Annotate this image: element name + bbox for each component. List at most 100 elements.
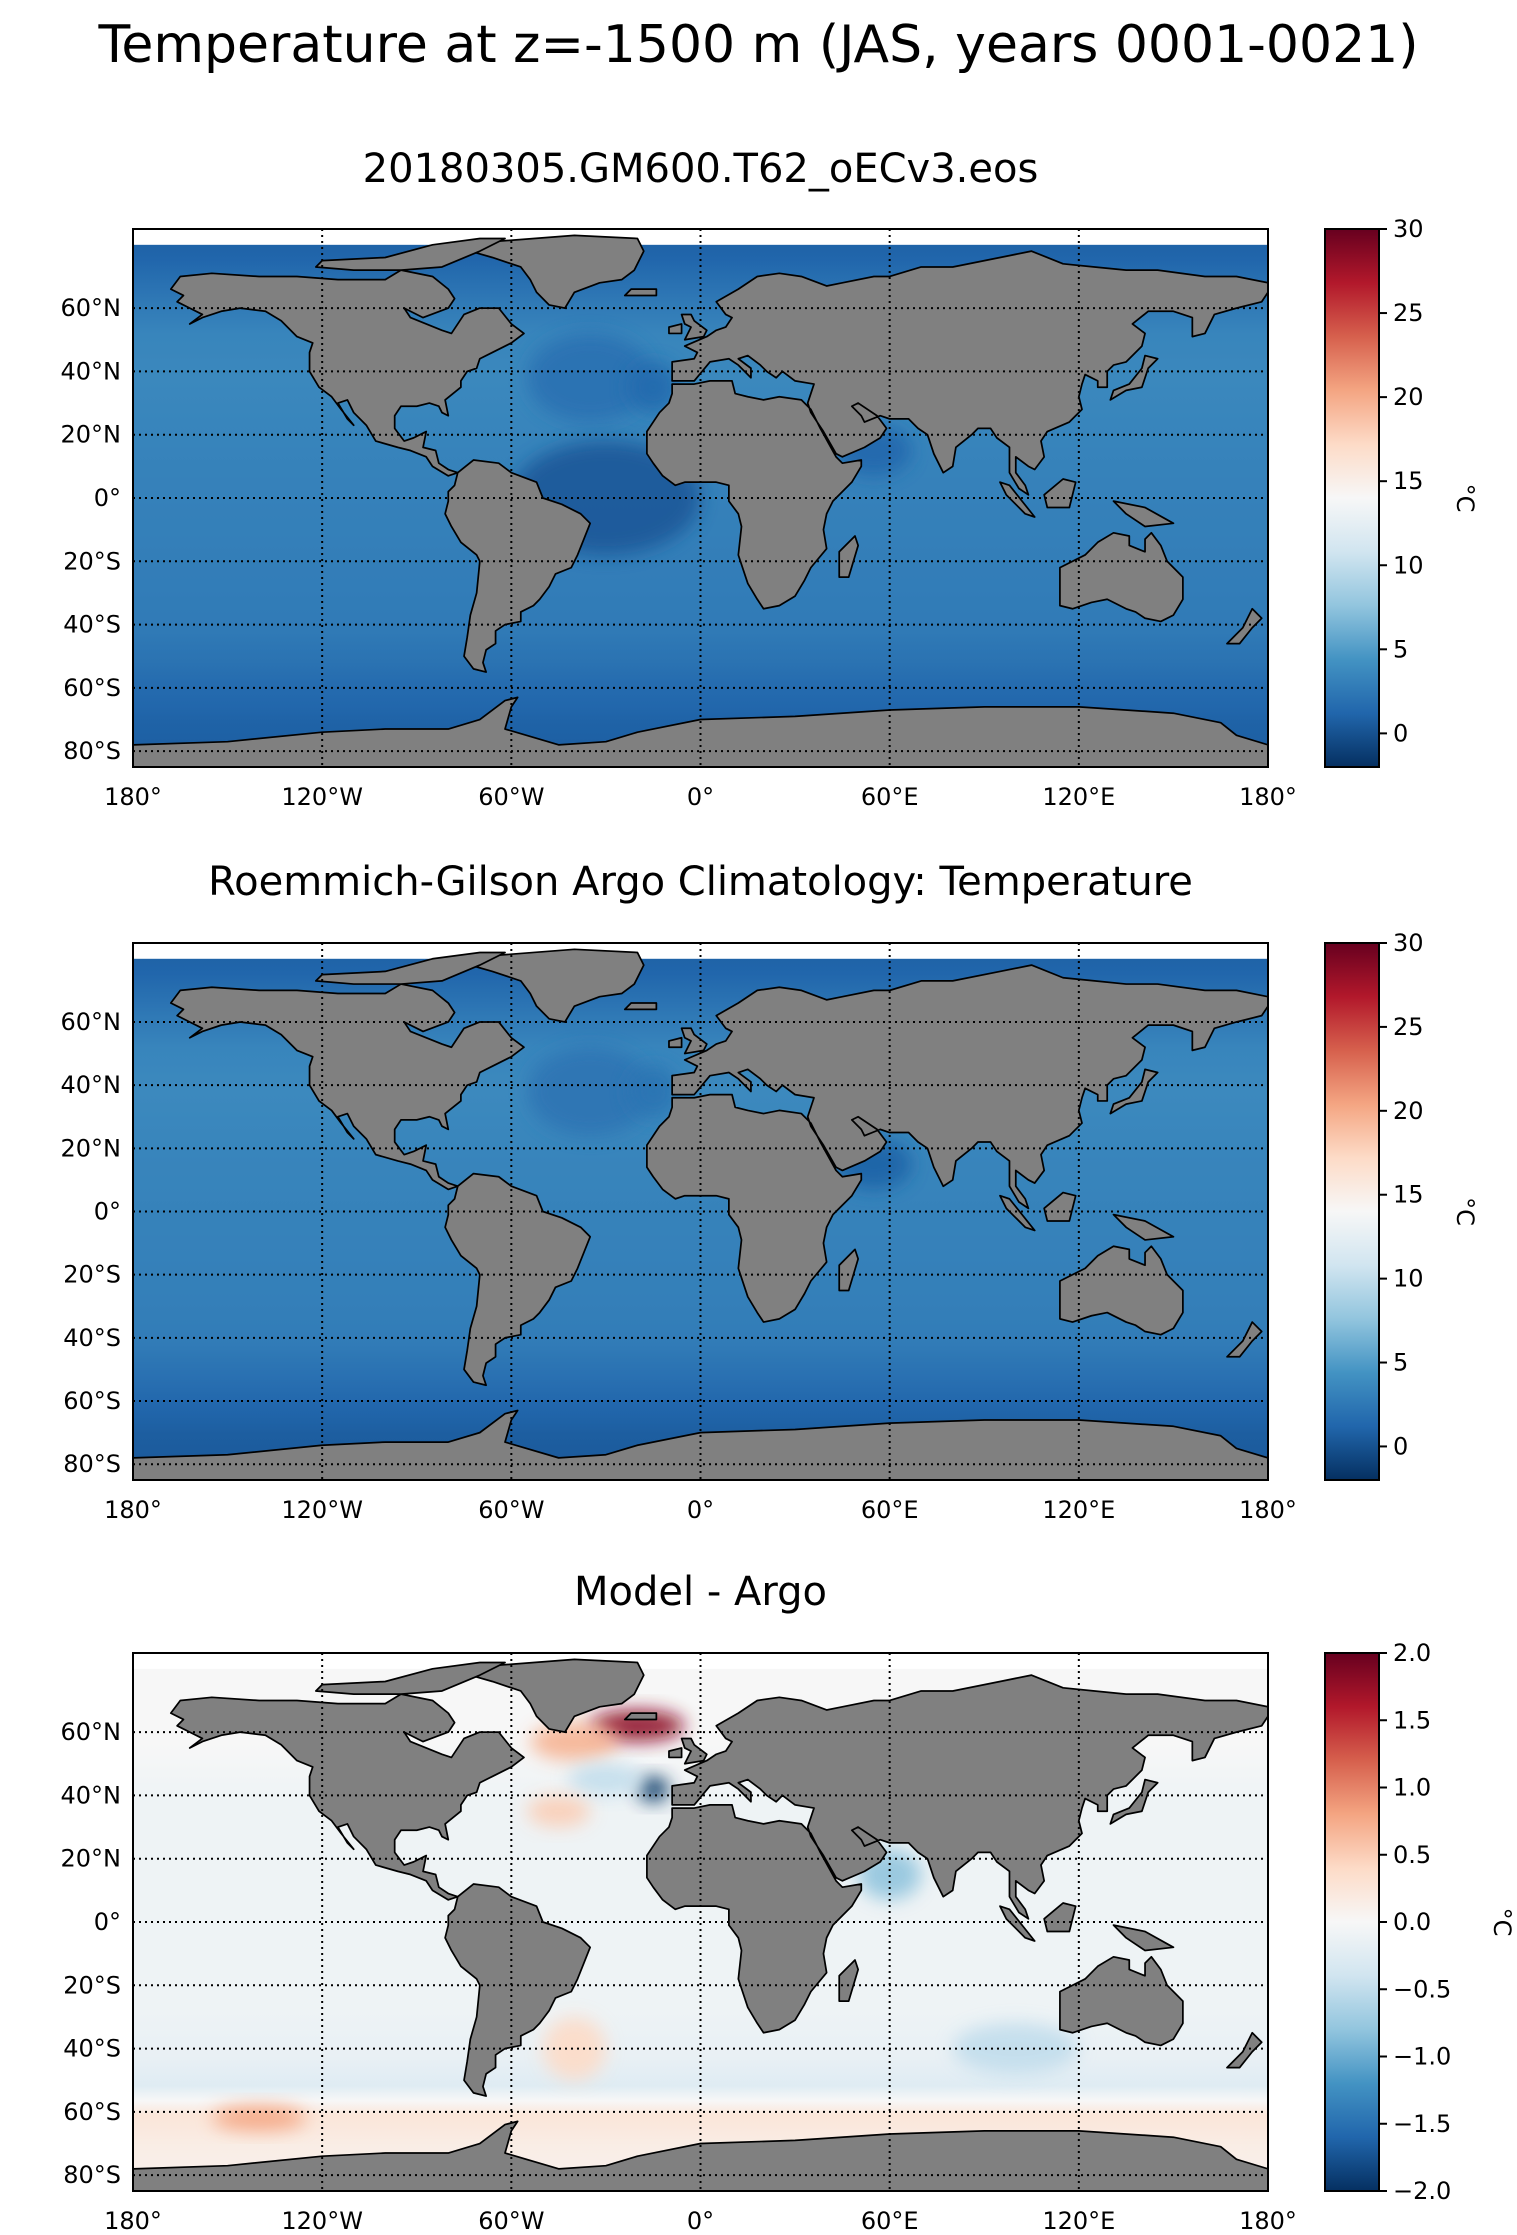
y-tick-label: 80°S — [63, 2161, 121, 2189]
y-tick-label: 40°S — [63, 1324, 121, 1352]
colorbar-tick-label: 15 — [1393, 467, 1424, 495]
y-tick-label: 40°S — [63, 2035, 121, 2063]
y-tick-label: 20°N — [61, 1845, 122, 1873]
colorbar-label: °C — [1488, 1908, 1516, 1937]
colorbar-tick-label: 1.0 — [1393, 1774, 1431, 1802]
x-tick-label: 180° — [104, 1496, 162, 1524]
x-tick-label: 180° — [104, 783, 162, 811]
y-tick-label: 20°S — [63, 547, 121, 575]
y-tick-label: 40°N — [61, 1781, 122, 1809]
colorbar-tick-label: −2.0 — [1393, 2177, 1451, 2205]
x-tick-label: 60°W — [478, 783, 544, 811]
x-tick-label: 180° — [1239, 783, 1297, 811]
field-anomaly-5 — [527, 1795, 591, 1828]
map-panel-1: 20180305.GM600.T62_oECv3.eos 180° 120°W 60°… — [61, 146, 1480, 811]
y-tick-label: 20°S — [63, 1971, 121, 1999]
panel-title: 20180305.GM600.T62_oECv3.eos — [363, 146, 1039, 192]
colorbar-frame — [1324, 942, 1380, 1481]
x-tick-label: 180° — [1239, 1496, 1297, 1524]
colorbar-tick-label: 10 — [1393, 551, 1424, 579]
colorbar-frame — [1324, 228, 1380, 768]
colorbar-tick-label: −0.5 — [1393, 1975, 1451, 2003]
colorbar-tick-label: 30 — [1393, 929, 1424, 957]
y-tick-label: 80°S — [63, 1450, 121, 1478]
colorbar: −2.0 −1.5 −1.0 −0.5 0.0 0.5 1.0 1.5 2.0 °C — [1324, 1639, 1516, 2205]
y-tick-label: 20°N — [61, 421, 122, 449]
map-frame — [132, 942, 1269, 1481]
y-tick-label: 60°N — [61, 1718, 122, 1746]
y-tick-label: 60°S — [63, 2098, 121, 2126]
x-tick-label: 120°W — [281, 783, 363, 811]
y-tick-label: 40°N — [61, 1071, 122, 1099]
y-tick-label: 60°S — [63, 674, 121, 702]
x-tick-label: 120°E — [1042, 783, 1115, 811]
y-tick-label: 80°S — [63, 737, 121, 765]
x-tick-label: 0° — [687, 2207, 714, 2235]
x-tick-label: 60°E — [861, 1496, 919, 1524]
x-tick-label: 60°E — [861, 783, 919, 811]
colorbar-tick-label: 15 — [1393, 1181, 1424, 1209]
x-tick-label: 120°E — [1042, 2207, 1115, 2235]
y-tick-label: 0° — [94, 1908, 121, 1936]
x-tick-label: 60°W — [478, 1496, 544, 1524]
field-anomaly-8 — [542, 2016, 606, 2081]
map-frame — [132, 1652, 1269, 2192]
colorbar-tick-label: 30 — [1393, 215, 1424, 243]
map-area — [133, 1653, 1268, 2191]
x-tick-label: 60°W — [478, 2207, 544, 2235]
field-anomaly-4 — [568, 1763, 644, 1796]
map-panel-2: Roemmich-Gilson Argo Climatology: Temper… — [61, 859, 1480, 1524]
colorbar-tick-label: 5 — [1393, 635, 1408, 663]
colorbar-tick-label: 2.0 — [1393, 1639, 1431, 1667]
x-tick-label: 120°E — [1042, 1496, 1115, 1524]
panel-title: Model - Argo — [574, 1569, 827, 1615]
y-tick-label: 60°N — [61, 1008, 122, 1036]
colorbar-label: °C — [1451, 484, 1479, 513]
field-anomaly-1 — [527, 333, 654, 423]
map-panel-3: Model - Argo 180° 120°W 60°W 0° 60°E 120°E 180°… — [61, 1569, 1517, 2235]
x-tick-label: 0° — [687, 783, 714, 811]
y-tick-label: 20°N — [61, 1134, 122, 1162]
y-tick-label: 0° — [94, 1198, 121, 1226]
x-tick-label: 0° — [687, 1496, 714, 1524]
y-tick-label: 0° — [94, 484, 121, 512]
colorbar-label: °C — [1451, 1197, 1479, 1226]
panel-title: Roemmich-Gilson Argo Climatology: Temper… — [208, 859, 1193, 905]
x-tick-label: 60°E — [861, 2207, 919, 2235]
colorbar-tick-label: 5 — [1393, 1349, 1408, 1377]
colorbar-tick-label: −1.0 — [1393, 2043, 1451, 2071]
panels-group: 20180305.GM600.T62_oECv3.eos 180° 120°W 60°… — [61, 146, 1517, 2235]
colorbar-tick-label: 0.0 — [1393, 1908, 1431, 1936]
colorbar-tick-label: 0 — [1393, 1432, 1408, 1460]
field-anomaly-2 — [627, 361, 679, 413]
colorbar-gradient — [1325, 1653, 1379, 2191]
x-tick-label: 180° — [104, 2207, 162, 2235]
x-tick-label: 180° — [1239, 2207, 1297, 2235]
colorbar-gradient — [1325, 229, 1379, 767]
colorbar-tick-label: 25 — [1393, 299, 1424, 327]
x-tick-label: 120°W — [281, 2207, 363, 2235]
colorbar: 0 5 10 15 20 25 30 °C — [1324, 215, 1479, 768]
map-area — [133, 229, 1268, 767]
colorbar-tick-label: 20 — [1393, 383, 1424, 411]
colorbar-tick-label: −1.5 — [1393, 2110, 1451, 2138]
y-tick-label: 60°S — [63, 1387, 121, 1415]
colorbar-tick-label: 25 — [1393, 1013, 1424, 1041]
field-anomaly-1 — [527, 1047, 654, 1136]
colorbar-gradient — [1325, 943, 1379, 1480]
colorbar-tick-label: 20 — [1393, 1097, 1424, 1125]
field-anomaly-2 — [627, 1066, 679, 1117]
y-tick-label: 20°S — [63, 1261, 121, 1289]
colorbar-tick-label: 10 — [1393, 1265, 1424, 1293]
y-tick-label: 60°N — [61, 294, 122, 322]
colorbar-tick-label: 0 — [1393, 719, 1408, 747]
figure-title: Temperature at z=-1500 m (JAS, years 000… — [98, 15, 1419, 75]
field-anomaly-2 — [530, 1722, 619, 1761]
colorbar: 0 5 10 15 20 25 30 °C — [1324, 929, 1479, 1481]
colorbar-tick-label: 0.5 — [1393, 1841, 1431, 1869]
colorbar-tick-label: 1.5 — [1393, 1706, 1431, 1734]
y-tick-label: 40°N — [61, 357, 122, 385]
map-frame — [132, 228, 1269, 768]
y-tick-label: 40°S — [63, 611, 121, 639]
